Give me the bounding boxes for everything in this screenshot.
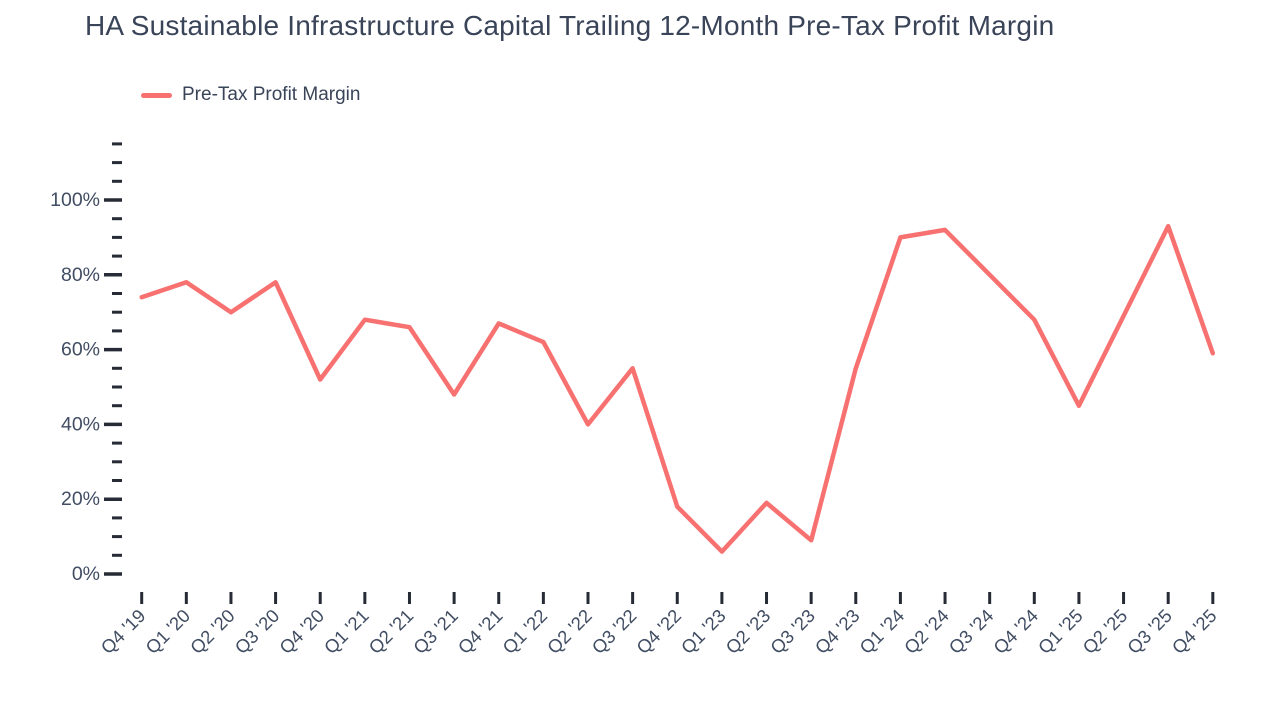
x-axis-label: Q1 '20 [141,605,194,658]
x-axis-label: Q4 '20 [275,605,328,658]
chart-title: HA Sustainable Infrastructure Capital Tr… [85,10,1055,41]
x-axis-label: Q1 '24 [855,605,908,658]
x-axis-label: Q1 '22 [498,605,551,658]
x-axis-label: Q2 '23 [721,605,774,658]
x-axis-label: Q4 '25 [1168,605,1221,658]
x-axis-label: Q1 '23 [677,605,730,658]
legend-line-swatch [141,92,172,98]
legend: Pre-Tax Profit Margin [141,84,360,106]
x-axis-label: Q3 '21 [409,605,462,658]
x-axis-label: Q2 '21 [364,605,417,658]
x-axis-label: Q2 '25 [1078,605,1131,658]
x-axis-label: Q4 '24 [989,605,1042,658]
x-axis-label: Q2 '22 [543,605,596,658]
x-axis-label: Q1 '25 [1034,605,1087,658]
x-axis-label: Q4 '23 [811,605,864,658]
x-axis-label: Q4 '21 [454,605,507,658]
x-axis-label: Q3 '22 [587,605,640,658]
x-axis-label: Q2 '24 [900,605,953,658]
y-axis-label: 80% [61,264,100,286]
x-axis-label: Q3 '23 [766,605,819,658]
y-axis-label: 100% [50,189,100,211]
x-axis-label: Q4 '19 [97,605,150,658]
x-axis-label: Q3 '25 [1123,605,1176,658]
x-axis-label: Q4 '22 [632,605,685,658]
y-axis-label: 0% [72,563,100,585]
x-axis-label: Q2 '20 [186,605,239,658]
y-axis-label: 40% [61,413,100,435]
x-axis-label: Q3 '20 [230,605,283,658]
legend-label: Pre-Tax Profit Margin [182,84,361,105]
y-axis-label: 60% [61,339,100,361]
x-axis-label: Q3 '24 [945,605,998,658]
x-axis-label: Q1 '21 [320,605,373,658]
y-axis-label: 20% [61,488,100,510]
pre-tax-profit-margin-line [139,223,1216,554]
